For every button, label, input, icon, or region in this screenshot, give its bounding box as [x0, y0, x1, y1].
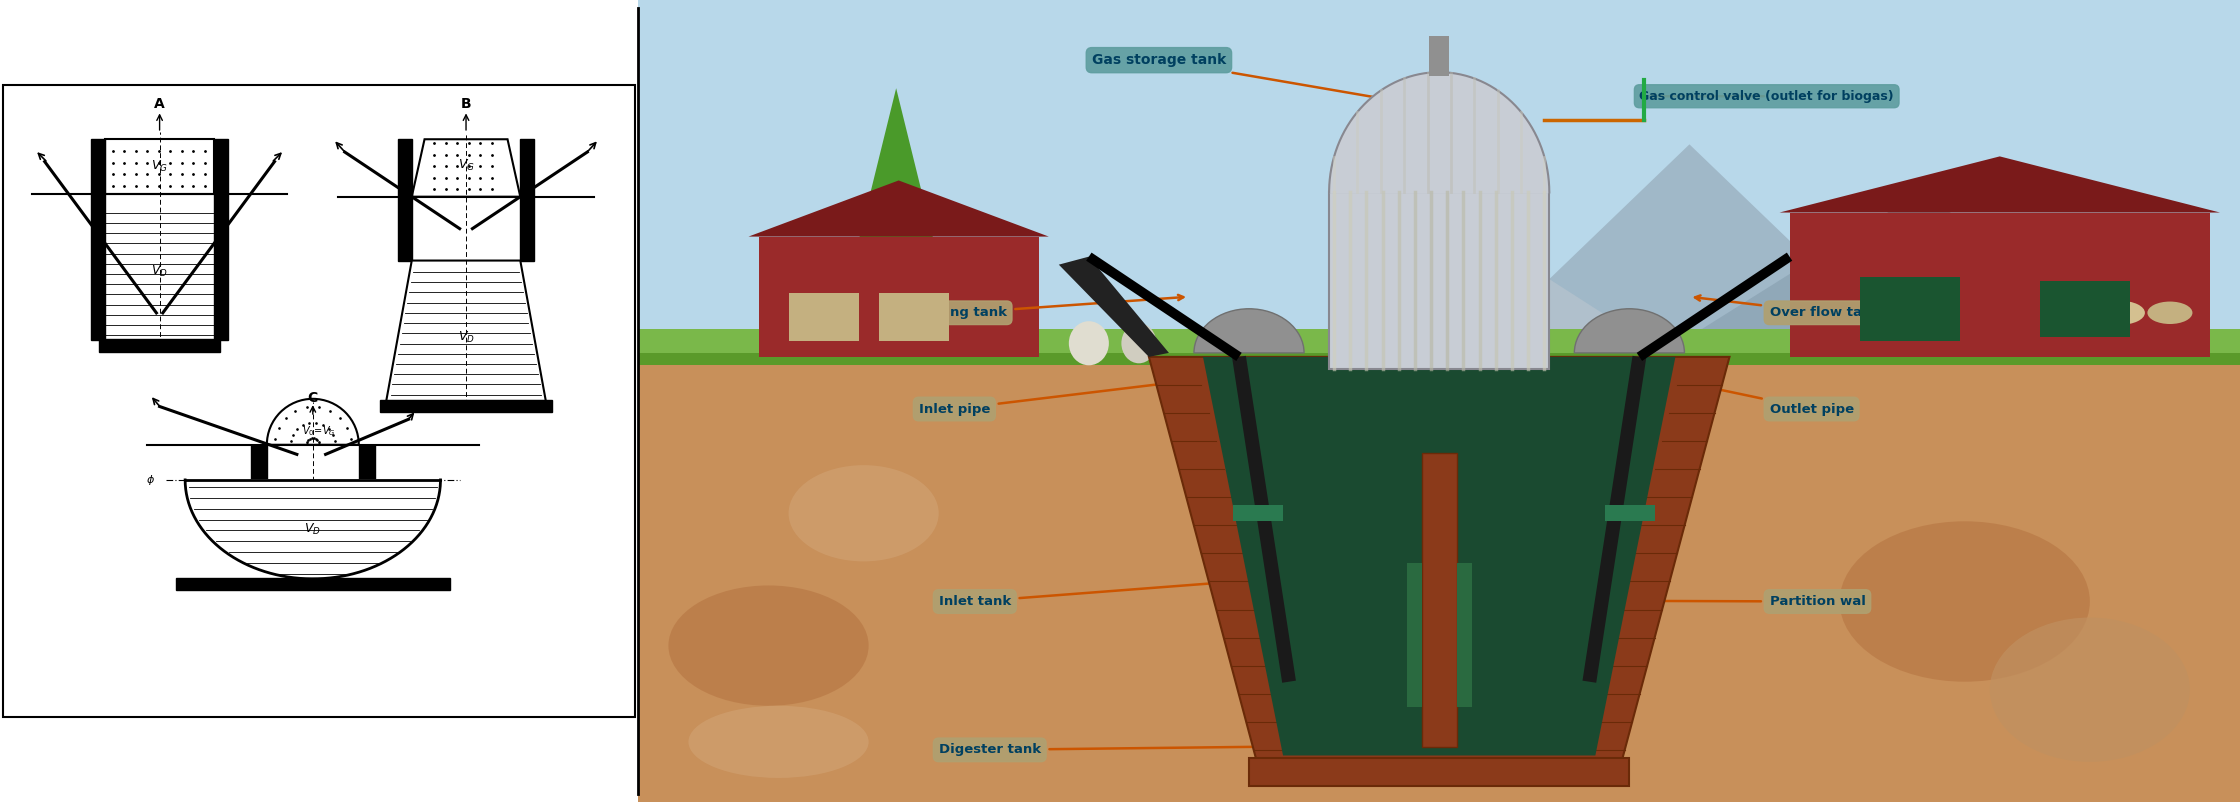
- Bar: [251, 445, 267, 489]
- Polygon shape: [1779, 156, 2220, 213]
- Bar: [1456, 563, 1472, 707]
- Bar: [1407, 563, 1422, 707]
- Ellipse shape: [1068, 322, 1109, 366]
- Text: $V_G$: $V_G$: [457, 157, 475, 172]
- Bar: [1859, 277, 1960, 341]
- Text: $V_D$: $V_D$: [150, 264, 168, 279]
- Text: Inlet pipe: Inlet pipe: [918, 375, 1214, 415]
- Text: Gas storage tank: Gas storage tank: [1091, 53, 1434, 109]
- Polygon shape: [412, 140, 520, 196]
- Polygon shape: [1490, 144, 1891, 337]
- Wedge shape: [1575, 309, 1684, 353]
- Ellipse shape: [2148, 302, 2193, 324]
- Ellipse shape: [688, 706, 869, 778]
- Text: $V_D$: $V_D$: [305, 522, 320, 537]
- Bar: [638, 329, 2240, 357]
- Bar: [2041, 281, 2130, 337]
- Text: C: C: [307, 391, 318, 405]
- Bar: [105, 140, 213, 193]
- Ellipse shape: [1122, 323, 1156, 363]
- Bar: [1328, 192, 1550, 369]
- Polygon shape: [1203, 357, 1676, 755]
- Bar: [1250, 758, 1628, 786]
- Bar: [759, 237, 1039, 357]
- Wedge shape: [267, 399, 358, 445]
- Text: $V_D$: $V_D$: [457, 330, 475, 346]
- Polygon shape: [186, 480, 441, 579]
- Bar: [399, 140, 412, 261]
- Polygon shape: [1689, 192, 2139, 337]
- Polygon shape: [748, 180, 1048, 237]
- Bar: [878, 293, 950, 341]
- Ellipse shape: [2094, 301, 2146, 325]
- Text: Over flow tank: Over flow tank: [1696, 295, 1879, 319]
- Bar: [1422, 453, 1456, 747]
- Polygon shape: [385, 261, 547, 401]
- Polygon shape: [869, 128, 923, 297]
- Bar: [520, 140, 535, 261]
- Ellipse shape: [788, 465, 939, 561]
- Bar: [175, 577, 450, 590]
- Ellipse shape: [2110, 285, 2130, 301]
- Ellipse shape: [1989, 618, 2191, 762]
- Bar: [1232, 505, 1284, 521]
- Bar: [92, 140, 105, 340]
- Bar: [889, 217, 903, 345]
- Wedge shape: [1194, 309, 1304, 353]
- Bar: [638, 357, 2240, 802]
- Text: Partition wal: Partition wal: [1463, 595, 1866, 608]
- Bar: [1790, 213, 2211, 357]
- Text: $\phi$: $\phi$: [146, 473, 155, 487]
- Bar: [213, 140, 228, 340]
- Text: $V_G$: $V_G$: [150, 159, 168, 174]
- Bar: [99, 339, 220, 352]
- Text: Digester tank: Digester tank: [939, 743, 1333, 756]
- Ellipse shape: [668, 585, 869, 706]
- Text: Inlet tank: Inlet tank: [939, 576, 1284, 608]
- Bar: [302, 420, 325, 443]
- Bar: [788, 293, 858, 341]
- Polygon shape: [1340, 241, 1640, 337]
- Text: Mixing tank: Mixing tank: [918, 295, 1183, 319]
- Bar: [638, 353, 2240, 365]
- Bar: [638, 0, 2240, 337]
- Text: Outlet pipe: Outlet pipe: [1664, 377, 1855, 415]
- Bar: [381, 399, 553, 412]
- Polygon shape: [1060, 257, 1169, 357]
- Ellipse shape: [1839, 521, 2090, 682]
- Text: A: A: [155, 97, 166, 111]
- Text: Gas control valve (outlet for biogas): Gas control valve (outlet for biogas): [1640, 90, 1895, 103]
- Bar: [358, 445, 374, 489]
- Bar: [1429, 36, 1449, 76]
- Polygon shape: [1149, 357, 1729, 770]
- Polygon shape: [1328, 72, 1550, 192]
- Bar: [1606, 505, 1655, 521]
- Text: B: B: [461, 97, 470, 111]
- Polygon shape: [858, 88, 934, 241]
- Text: $V_0\!=\!V_G$: $V_0\!=\!V_G$: [302, 423, 336, 438]
